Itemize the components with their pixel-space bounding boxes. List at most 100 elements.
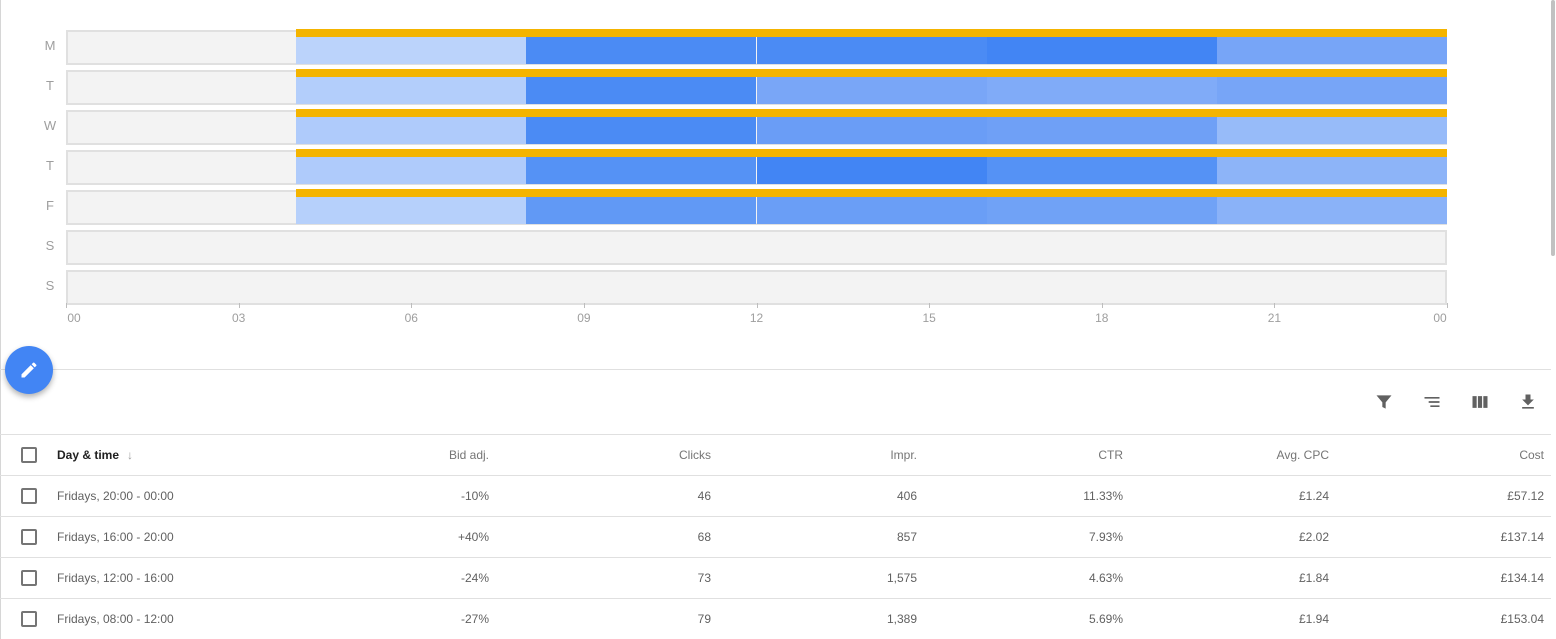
x-tick-label: 03	[231, 311, 246, 325]
select-all-checkbox[interactable]	[21, 447, 37, 463]
heatmap-cell[interactable]	[296, 37, 527, 64]
x-tick-label: 21	[1267, 311, 1282, 325]
heatmap-cell[interactable]	[296, 77, 527, 104]
sort-arrow-icon[interactable]: ↓	[127, 448, 134, 462]
heatmap-cell[interactable]	[756, 157, 987, 184]
day-row[interactable]	[66, 270, 1447, 305]
cell-bid-adj[interactable]: +40%	[457, 530, 489, 544]
cell-cost: £57.12	[1507, 489, 1544, 503]
cell-bid-adj[interactable]: -24%	[460, 571, 489, 585]
day-label: S	[45, 278, 55, 293]
edit-button[interactable]	[5, 346, 53, 394]
cell-ctr: 5.69%	[1088, 612, 1123, 626]
heatmap-cell[interactable]	[986, 157, 1217, 184]
x-tick-label: 12	[749, 311, 764, 325]
cell-day-time: Fridays, 20:00 - 00:00	[57, 489, 174, 503]
x-tick-label: 18	[1095, 311, 1109, 325]
cell-bid-adj[interactable]: -10%	[460, 489, 489, 503]
row-checkbox[interactable]	[21, 570, 37, 586]
header-label: Day & time	[57, 448, 120, 462]
x-tick	[583, 303, 585, 308]
day-label: W	[43, 118, 57, 133]
schedule-bar	[296, 29, 1447, 37]
schedule-bar	[296, 189, 1447, 197]
scrollbar[interactable]	[1551, 0, 1555, 256]
day-row[interactable]	[66, 230, 1447, 265]
segment-icon	[1424, 397, 1440, 407]
heatmap-cell[interactable]	[756, 197, 987, 224]
heatmap-cell[interactable]	[986, 117, 1217, 144]
columns-icon	[1472, 396, 1488, 408]
header-impr[interactable]: Impr.	[890, 448, 917, 462]
left-border	[0, 0, 1, 639]
heatmap-cell[interactable]	[1216, 117, 1447, 144]
cell-ctr: 11.33%	[1083, 489, 1123, 503]
heatmap-cell[interactable]	[526, 117, 757, 144]
x-tick-label: 09	[577, 311, 591, 325]
heatmap-cell[interactable]	[986, 197, 1217, 224]
cell-impr: 857	[896, 530, 917, 544]
heatmap-cell[interactable]	[756, 117, 987, 144]
heatmap-cell[interactable]	[756, 37, 987, 64]
cell-day-time: Fridays, 12:00 - 16:00	[57, 571, 174, 585]
table-row[interactable]: Fridays, 12:00 - 16:00 -24% 73 1,575 4.63% £1…	[0, 557, 1551, 598]
header-bid-adj[interactable]: Bid adj.	[448, 448, 489, 462]
heatmap-cell[interactable]	[1216, 77, 1447, 104]
x-tick-label: 15	[922, 311, 936, 325]
row-checkbox[interactable]	[21, 488, 37, 504]
download-icon	[1522, 394, 1534, 409]
heatmap-cell[interactable]	[296, 117, 527, 144]
cell-impr: 406	[896, 489, 917, 503]
cell-bid-adj[interactable]: -27%	[460, 612, 489, 626]
header-cost[interactable]: Cost	[1519, 448, 1544, 462]
day-label: M	[44, 38, 56, 53]
header-clicks[interactable]: Clicks	[679, 448, 711, 462]
x-tick	[411, 303, 413, 308]
cell-impr: 1,389	[886, 612, 917, 626]
heatmap-cell[interactable]	[756, 77, 987, 104]
schedule-bar	[296, 109, 1447, 117]
cell-clicks: 46	[697, 489, 711, 503]
heatmap-cell[interactable]	[296, 157, 527, 184]
filter-button[interactable]	[1372, 390, 1396, 414]
header-avg-cpc[interactable]: Avg. CPC	[1276, 448, 1329, 462]
table-row[interactable]: Fridays, 16:00 - 20:00 +40% 68 857 7.93% £2.0…	[0, 516, 1551, 557]
heatmap-cell[interactable]	[526, 77, 757, 104]
cell-cost: £134.14	[1500, 571, 1544, 585]
heatmap-cell[interactable]	[526, 197, 757, 224]
segment-button[interactable]	[1420, 390, 1444, 414]
heatmap-cell[interactable]	[986, 77, 1217, 104]
heatmap-cell[interactable]	[296, 197, 527, 224]
x-tick	[238, 303, 240, 308]
row-checkbox[interactable]	[21, 529, 37, 545]
day-label: S	[45, 238, 55, 253]
filter-icon	[1376, 395, 1392, 409]
cell-clicks: 79	[697, 612, 711, 626]
heatmap-cell[interactable]	[1216, 157, 1447, 184]
cell-avg-cpc: £1.24	[1298, 489, 1329, 503]
x-tick	[1101, 303, 1103, 308]
x-tick-label: 06	[404, 311, 418, 325]
heatmap-cell[interactable]	[1216, 37, 1447, 64]
x-tick	[929, 303, 931, 308]
day-label: F	[46, 198, 54, 213]
download-button[interactable]	[1516, 390, 1540, 414]
header-day-time[interactable]: Day & time ↓	[57, 448, 133, 462]
day-label: T	[46, 158, 54, 173]
heatmap-cell[interactable]	[526, 37, 757, 64]
heatmap-cell[interactable]	[986, 37, 1217, 64]
table-row[interactable]: Fridays, 08:00 - 12:00 -27% 79 1,389 5.69% £1…	[0, 598, 1551, 639]
table-row[interactable]: Fridays, 20:00 - 00:00 -10% 46 406 11.33% £1.…	[0, 475, 1551, 516]
divider	[0, 369, 1551, 370]
header-ctr[interactable]: CTR	[1098, 448, 1123, 462]
schedule-bar	[296, 149, 1447, 157]
cell-clicks: 73	[697, 571, 711, 585]
heatmap-cell[interactable]	[526, 157, 757, 184]
day-label: T	[46, 78, 54, 93]
cell-clicks: 68	[697, 530, 711, 544]
cell-avg-cpc: £1.94	[1298, 612, 1329, 626]
row-checkbox[interactable]	[21, 611, 37, 627]
heatmap-cell[interactable]	[1216, 197, 1447, 224]
table-header-row: Day & time ↓ Bid adj. Clicks Impr. CTR Av…	[0, 434, 1551, 475]
columns-button[interactable]	[1468, 390, 1492, 414]
